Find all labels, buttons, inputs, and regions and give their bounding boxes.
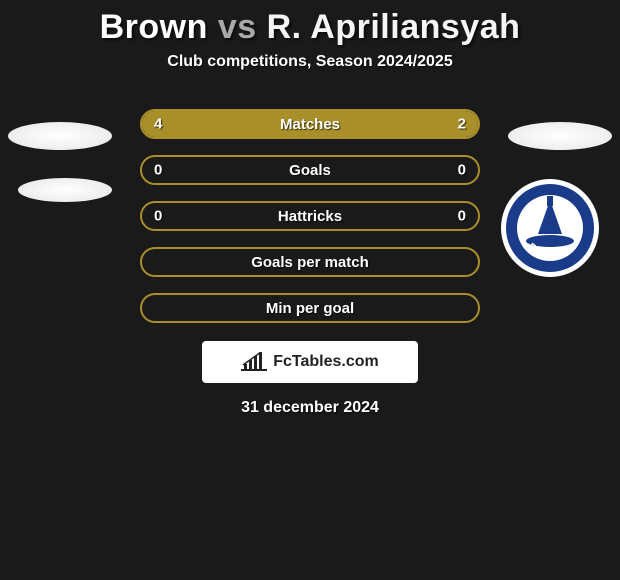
stat-bars: 4 2 Matches 0 0 Goals 0 0 Hattricks Goals per mat…	[140, 109, 480, 323]
stat-value-left: 0	[154, 208, 162, 225]
player2-avatar-placeholder	[508, 122, 612, 150]
branding-text: FcTables.com	[273, 353, 379, 371]
vs-label: vs	[218, 8, 257, 46]
player1-name: Brown	[100, 8, 208, 46]
ellipse-shape	[8, 122, 112, 150]
club-badge: P.S.I.S.	[500, 178, 600, 278]
stat-bar: 0 0 Hattricks	[140, 201, 480, 231]
stat-label: Goals	[289, 162, 331, 179]
ellipse-shape	[18, 178, 112, 202]
page-title: Brown vs R. Apriliansyah	[0, 8, 620, 47]
footer-date: 31 december 2024	[0, 399, 620, 417]
branding-badge: FcTables.com	[202, 341, 418, 383]
chart-icon	[241, 352, 267, 372]
stat-value-left: 4	[154, 116, 162, 133]
stat-value-right: 0	[458, 162, 466, 179]
stat-label: Goals per match	[251, 254, 369, 271]
comparison-card: Brown vs R. Apriliansyah Club competitio…	[0, 0, 620, 417]
stat-label: Min per goal	[266, 300, 354, 317]
stat-bar: 0 0 Goals	[140, 155, 480, 185]
subtitle: Club competitions, Season 2024/2025	[0, 53, 620, 71]
stat-bar: 4 2 Matches	[140, 109, 480, 139]
player1-avatar-placeholder	[8, 122, 112, 202]
stat-value-left: 0	[154, 162, 162, 179]
stat-bar: Goals per match	[140, 247, 480, 277]
stat-value-right: 0	[458, 208, 466, 225]
stat-bar: Min per goal	[140, 293, 480, 323]
stat-label: Matches	[280, 116, 340, 133]
player2-name: R. Apriliansyah	[267, 8, 521, 46]
stat-label: Hattricks	[278, 208, 342, 225]
stat-value-right: 2	[458, 116, 466, 133]
